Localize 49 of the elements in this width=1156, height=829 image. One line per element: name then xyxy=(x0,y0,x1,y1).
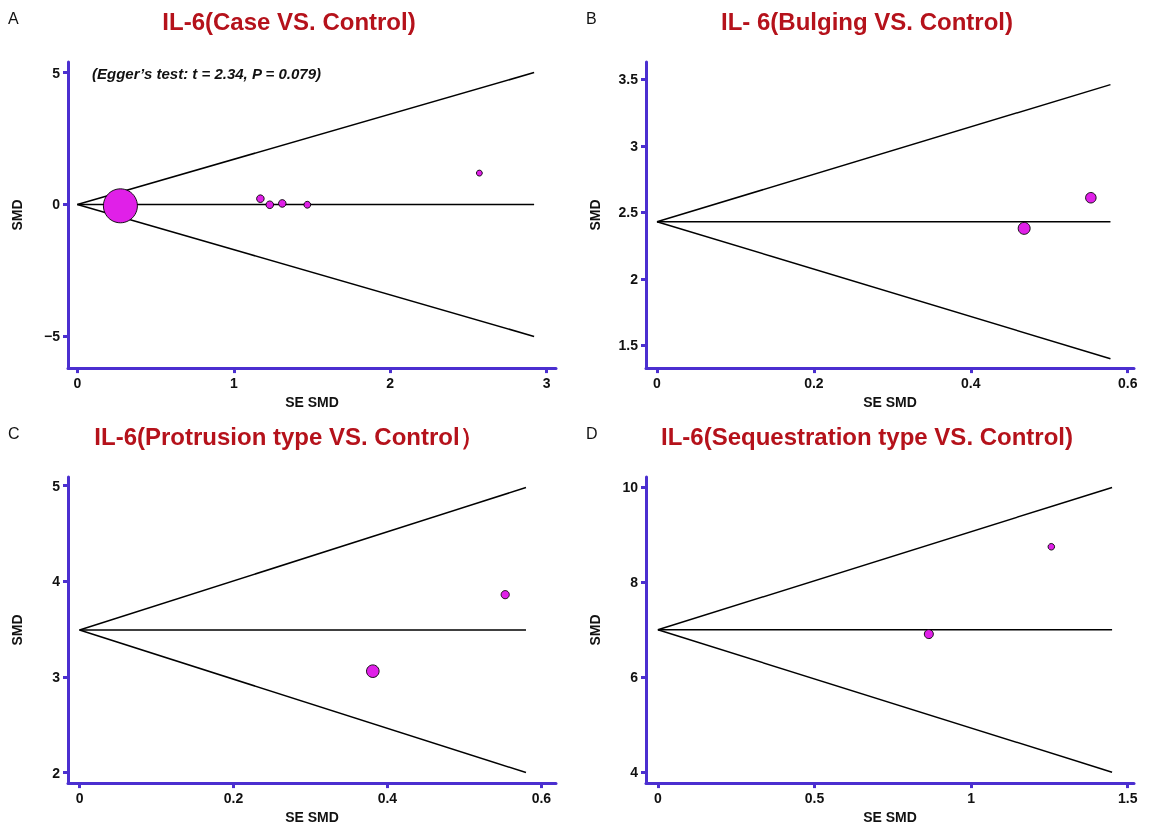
x-axis-title: SE SMD xyxy=(863,809,917,825)
y-axis-title: SMD xyxy=(9,614,25,646)
y-tick-label: −5 xyxy=(44,328,61,345)
x-tick-label: 0.6 xyxy=(1117,375,1138,392)
text: B xyxy=(586,9,597,27)
y-tick-label: 6 xyxy=(630,669,639,686)
x-tick-label: 3 xyxy=(542,375,551,392)
chart-title: IL-6(Protrusion type VS. Control） xyxy=(94,422,484,450)
x-axis-title: SE SMD xyxy=(863,394,917,410)
x-axis-title: SE SMD xyxy=(285,394,339,410)
y-axis-title: SMD xyxy=(9,199,25,231)
y-tick-label: 3 xyxy=(52,668,61,685)
y-tick-label: 8 xyxy=(630,574,639,591)
y-tick-label: 2 xyxy=(630,270,639,287)
y-tick-label: 1.5 xyxy=(618,337,639,354)
chart-title: IL- 6(Bulging VS. Control) xyxy=(721,7,1013,35)
y-tick-label: 10 xyxy=(622,479,639,496)
x-tick-label: 0.2 xyxy=(223,790,244,807)
text: A xyxy=(8,9,19,27)
x-tick-label: 0.5 xyxy=(804,790,825,807)
y-tick-label: 2 xyxy=(52,764,61,781)
y-tick-label: 4 xyxy=(630,764,639,781)
x-tick-label: 0 xyxy=(653,375,662,392)
y-tick-label: 5 xyxy=(52,477,61,494)
x-tick-label: 1 xyxy=(229,375,238,392)
x-tick-label: 0.4 xyxy=(377,790,398,807)
y-tick-label: 5 xyxy=(52,64,61,81)
chart-title: IL-6(Case VS. Control) xyxy=(162,7,416,35)
chart-title: IL-6(Sequestration type VS. Control) xyxy=(660,422,1074,450)
annotation: (Egger’s test: t = 2.34, P = 0.079) xyxy=(92,65,321,82)
text: D xyxy=(586,424,598,442)
text: C xyxy=(8,424,20,442)
y-tick-label: 4 xyxy=(52,573,61,590)
x-tick-label: 0.2 xyxy=(804,375,824,392)
x-tick-label: 1.5 xyxy=(1118,790,1138,807)
y-tick-label: 0 xyxy=(52,196,61,213)
x-tick-label: 1 xyxy=(967,790,976,807)
y-tick-label: 3.5 xyxy=(618,71,639,88)
x-tick-label: 0.4 xyxy=(961,375,981,392)
y-tick-label: 3 xyxy=(630,137,639,154)
x-tick-label: 2 xyxy=(386,375,395,392)
x-tick-label: 0 xyxy=(654,790,662,807)
y-axis-title: SMD xyxy=(587,199,603,231)
x-tick-label: 0 xyxy=(73,375,82,392)
x-tick-label: 0 xyxy=(75,790,84,807)
y-tick-label: 2.5 xyxy=(618,204,639,221)
x-tick-label: 0.6 xyxy=(531,790,552,807)
x-axis-title: SE SMD xyxy=(285,809,339,825)
y-axis-title: SMD xyxy=(587,614,603,646)
